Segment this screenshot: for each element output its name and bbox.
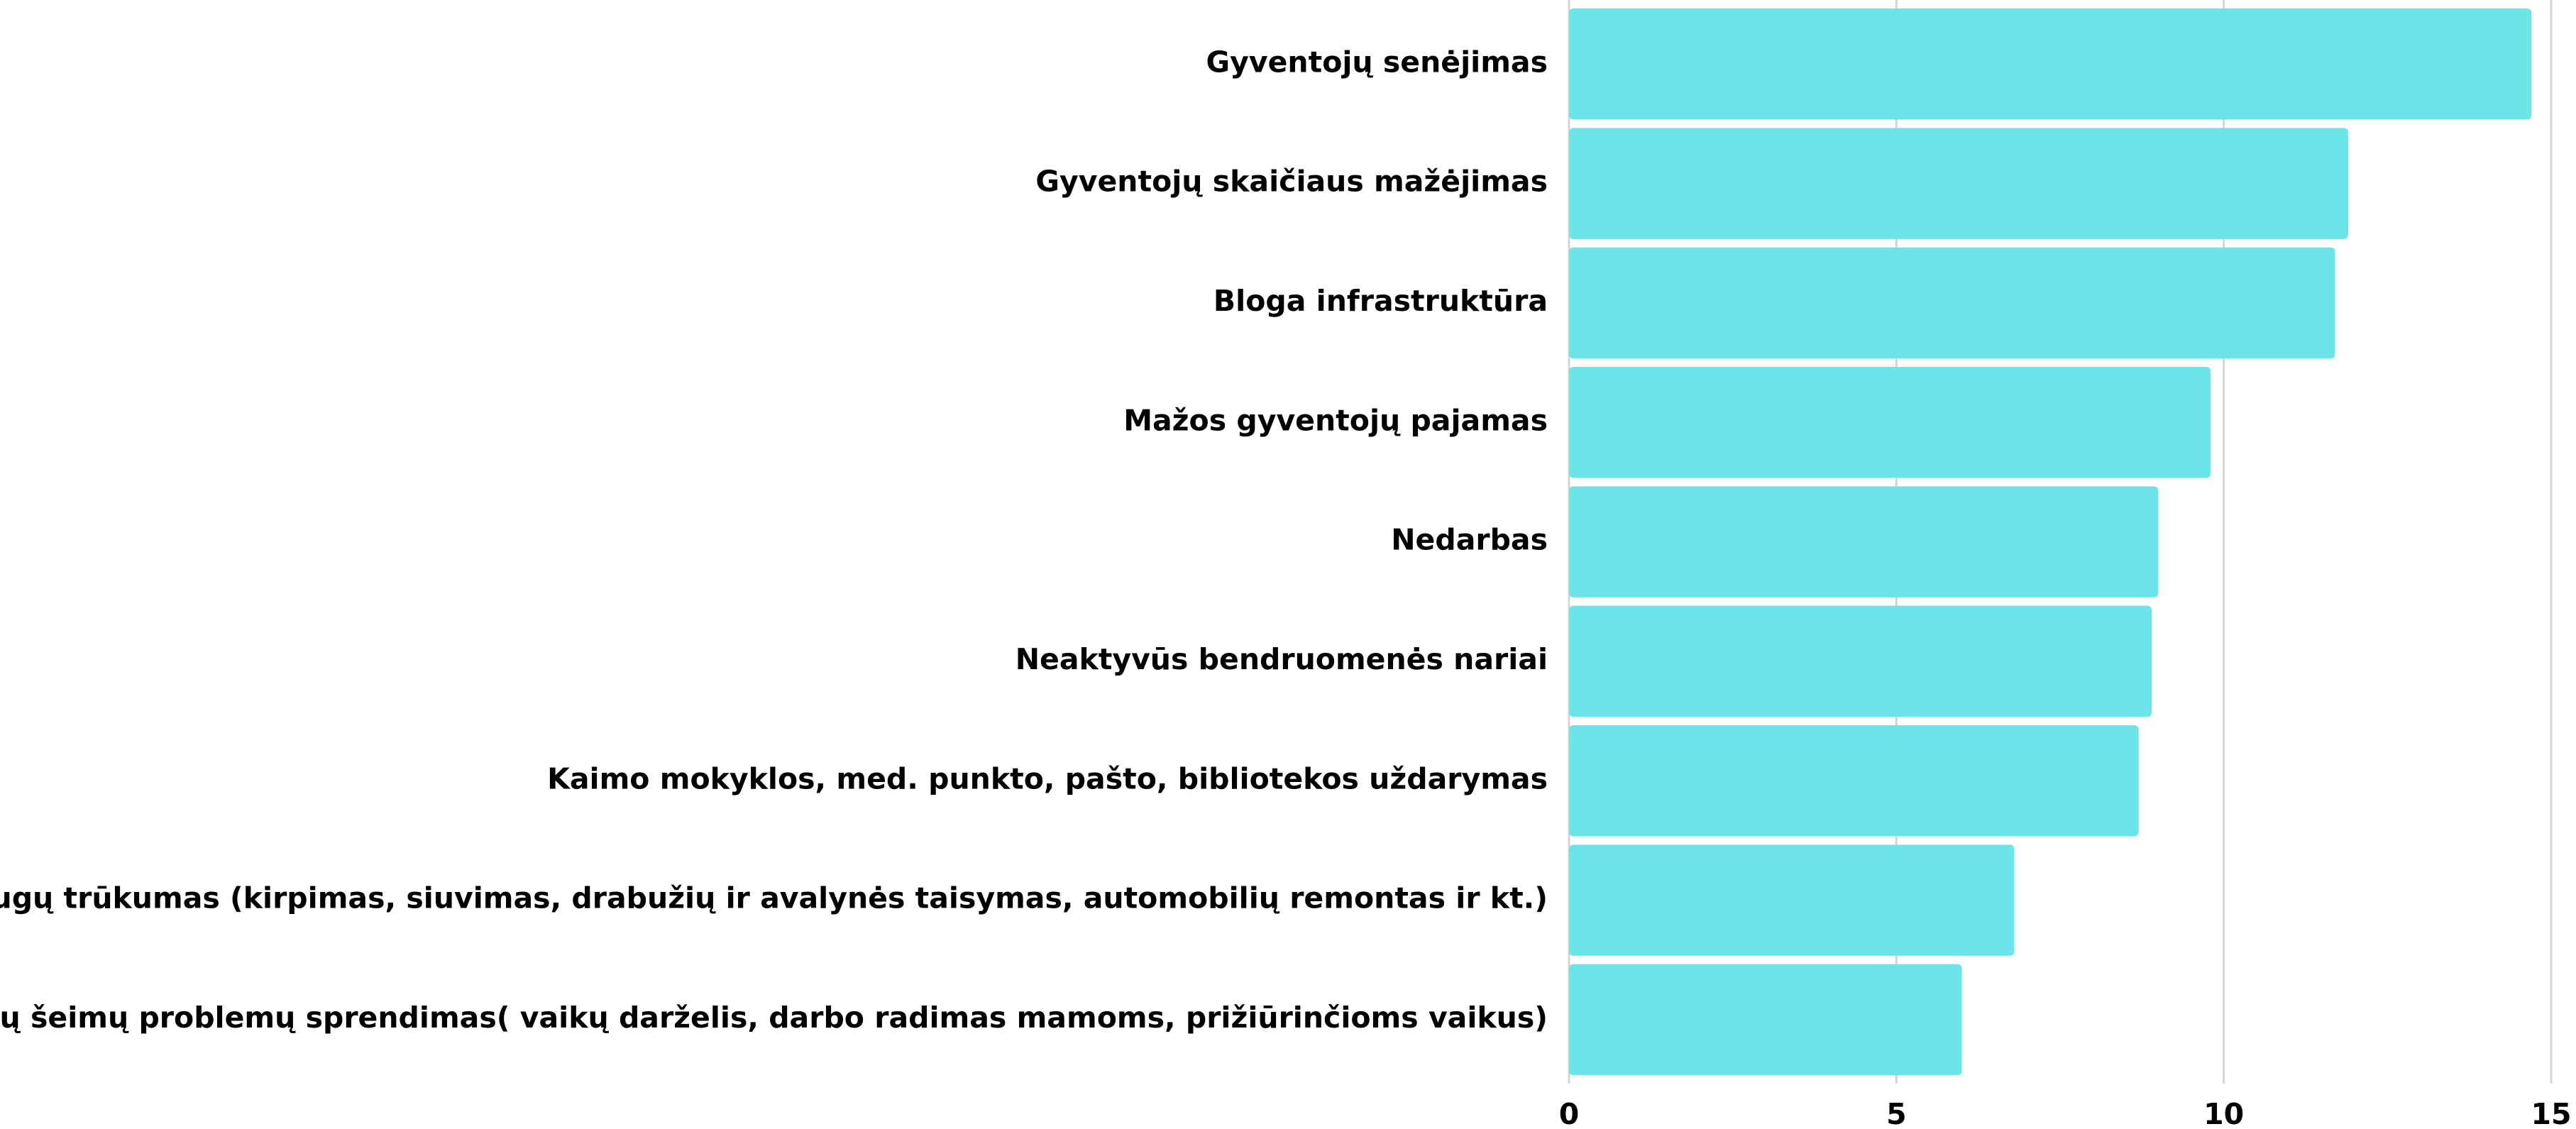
bar — [1569, 844, 2015, 956]
y-tick-label: Jaunų šeimų problemų sprendimas( vaikų d… — [0, 1001, 1548, 1035]
y-tick-label: Kaimo mokyklos, med. punkto, pašto, bibl… — [547, 761, 1548, 795]
bar — [1569, 486, 2159, 597]
y-tick-label: Nedarbas — [1391, 523, 1548, 557]
bar — [1569, 964, 1962, 1076]
x-tick-label: 0 — [1559, 1097, 1580, 1129]
y-tick-label: Mažos gyventojų pajamas — [1123, 403, 1548, 437]
bar — [1569, 247, 2335, 359]
x-tick-label: 10 — [2203, 1097, 2244, 1129]
x-tick-label: 15 — [2531, 1097, 2571, 1129]
y-tick-label: Bloga infrastruktūra — [1213, 284, 1548, 318]
y-tick-label: Paslaugų trūkumas (kirpimas, siuvimas, d… — [0, 881, 1548, 915]
y-tick-label: Gyventojų senėjimas — [1206, 45, 1548, 79]
bar — [1569, 128, 2348, 239]
bar — [1569, 725, 2139, 837]
y-tick-label: Gyventojų skaičiaus mažėjimas — [1035, 165, 1548, 199]
x-tick-label: 5 — [1886, 1097, 1907, 1129]
y-tick-label: Neaktyvūs bendruomenės nariai — [1015, 642, 1548, 676]
bar — [1569, 9, 2532, 120]
bar — [1569, 605, 2152, 717]
bar — [1569, 367, 2211, 478]
